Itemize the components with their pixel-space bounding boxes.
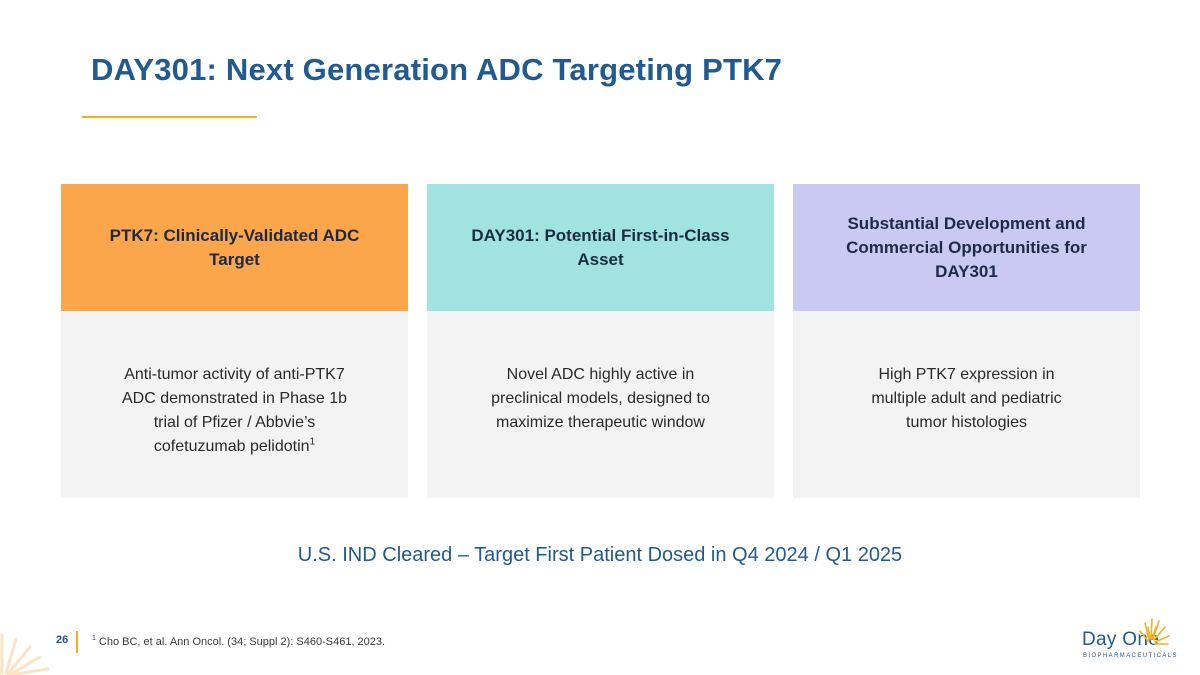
card-1-footnote-marker: 1	[309, 436, 316, 448]
card-3-body-text: High PTK7 expression in multiple adult a…	[871, 366, 1062, 431]
logo-tagline: BIOPHARMACEUTICALS	[1083, 653, 1178, 659]
card-2-body-text: Novel ADC highly active in preclinical m…	[491, 366, 710, 431]
footer-divider	[76, 631, 78, 653]
title-underline	[82, 116, 257, 118]
card-2-body: Novel ADC highly active in preclinical m…	[427, 311, 774, 498]
logo-wordmark: Day One	[1082, 629, 1160, 650]
card-3-heading: Substantial Development and Commercial O…	[793, 184, 1140, 311]
card-3-body: High PTK7 expression in multiple adult a…	[793, 311, 1140, 498]
company-logo: Day One BIOPHARMACEUTICALS	[1078, 617, 1176, 663]
card-1-body-text: Anti-tumor activity of anti-PTK7 ADC dem…	[121, 366, 347, 455]
card-1-body: Anti-tumor activity of anti-PTK7 ADC dem…	[61, 311, 408, 498]
card-2-heading: DAY301: Potential First-in-Class Asset	[427, 184, 774, 311]
sun-rays-decoration	[0, 633, 50, 675]
footnote-marker: 1	[92, 635, 96, 643]
footnote-text: Cho BC, et al. Ann Oncol. (34; Suppl 2):…	[98, 636, 386, 648]
footnote: 1 Cho BC, et al. Ann Oncol. (34; Suppl 2)…	[92, 635, 386, 648]
page-title: DAY301: Next Generation ADC Targeting PT…	[91, 52, 783, 87]
sunburst-icon	[1139, 618, 1170, 645]
page-number: 26	[56, 634, 69, 646]
card-1-heading: PTK7: Clinically-Validated ADC Target	[61, 184, 408, 311]
status-line: U.S. IND Cleared – Target First Patient …	[297, 544, 903, 566]
